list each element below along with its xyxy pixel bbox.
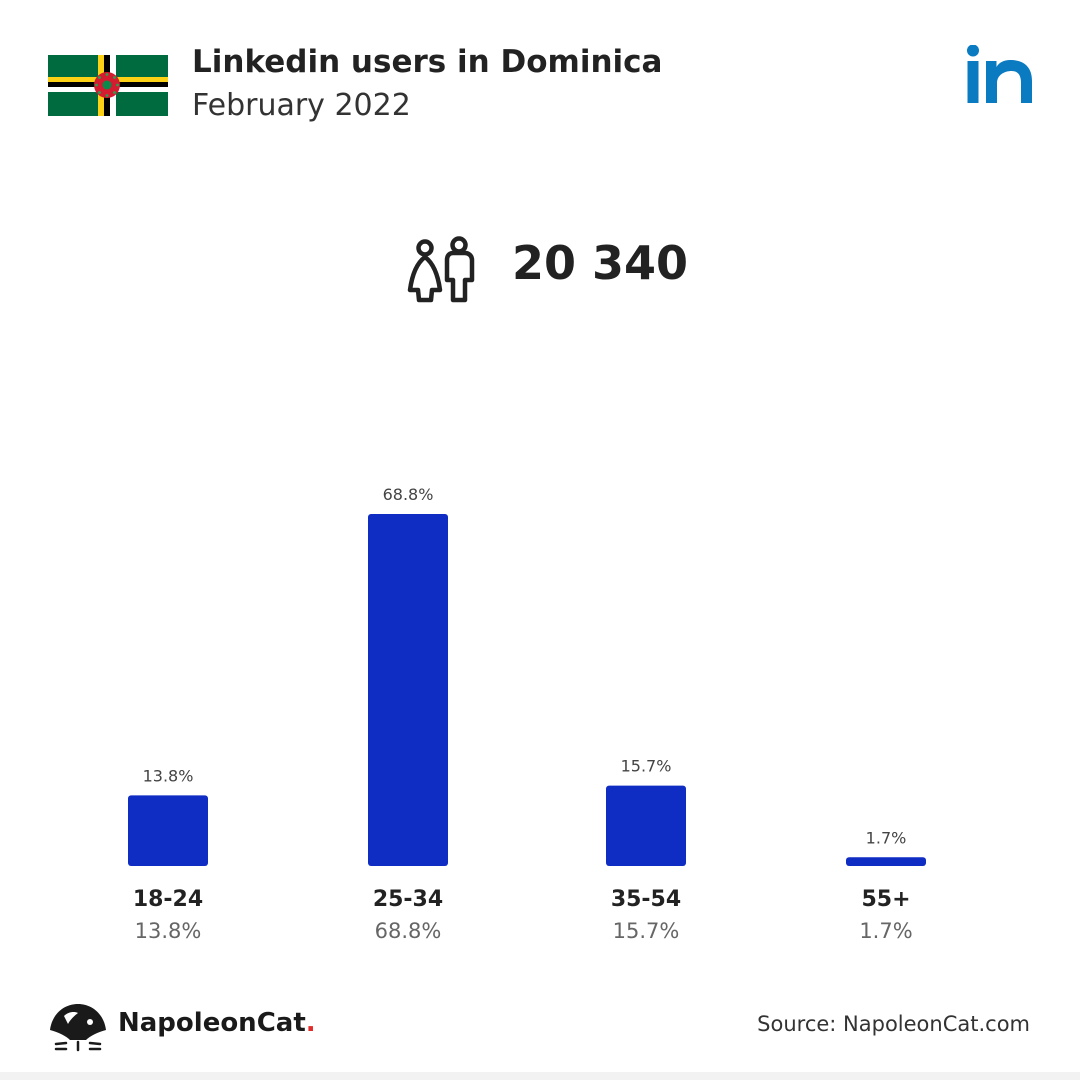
category-label: 18-24 [133,887,203,912]
category-percent: 68.8% [375,919,442,943]
bar-value-label: 68.8% [383,485,434,504]
users-icon [407,236,475,303]
brand-dot: . [305,1008,316,1038]
bar-value-label: 15.7% [621,757,672,776]
bar-35-54 [606,785,686,866]
category-percent: 15.7% [613,919,680,943]
linkedin-logo-icon [967,45,1032,103]
bar-value-label: 1.7% [866,828,907,847]
category-label: 25-34 [373,887,443,912]
brand-name: NapoleonCat. [118,1008,316,1038]
napoleoncat-logo-icon [50,1004,106,1052]
bar-55+ [846,857,926,866]
page-subtitle: February 2022 [192,88,411,123]
bar-value-label: 13.8% [143,766,194,785]
category-percent: 1.7% [859,919,912,943]
category-label: 55+ [861,887,910,912]
bar-25-34 [368,514,448,866]
source-text: Source: NapoleonCat.com [757,1012,1030,1036]
total-users-value: 20 340 [512,236,689,290]
category-label: 35-54 [611,887,681,912]
page-title: Linkedin users in Dominica [192,44,663,80]
dominica-flag-icon [48,55,168,116]
bar-18-24 [128,795,208,866]
bottom-strip [0,1072,1080,1080]
category-percent: 13.8% [135,919,202,943]
